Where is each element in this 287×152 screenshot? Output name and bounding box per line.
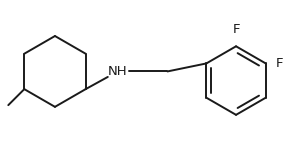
- Text: NH: NH: [108, 65, 128, 78]
- Text: F: F: [232, 23, 240, 36]
- Text: F: F: [276, 57, 284, 70]
